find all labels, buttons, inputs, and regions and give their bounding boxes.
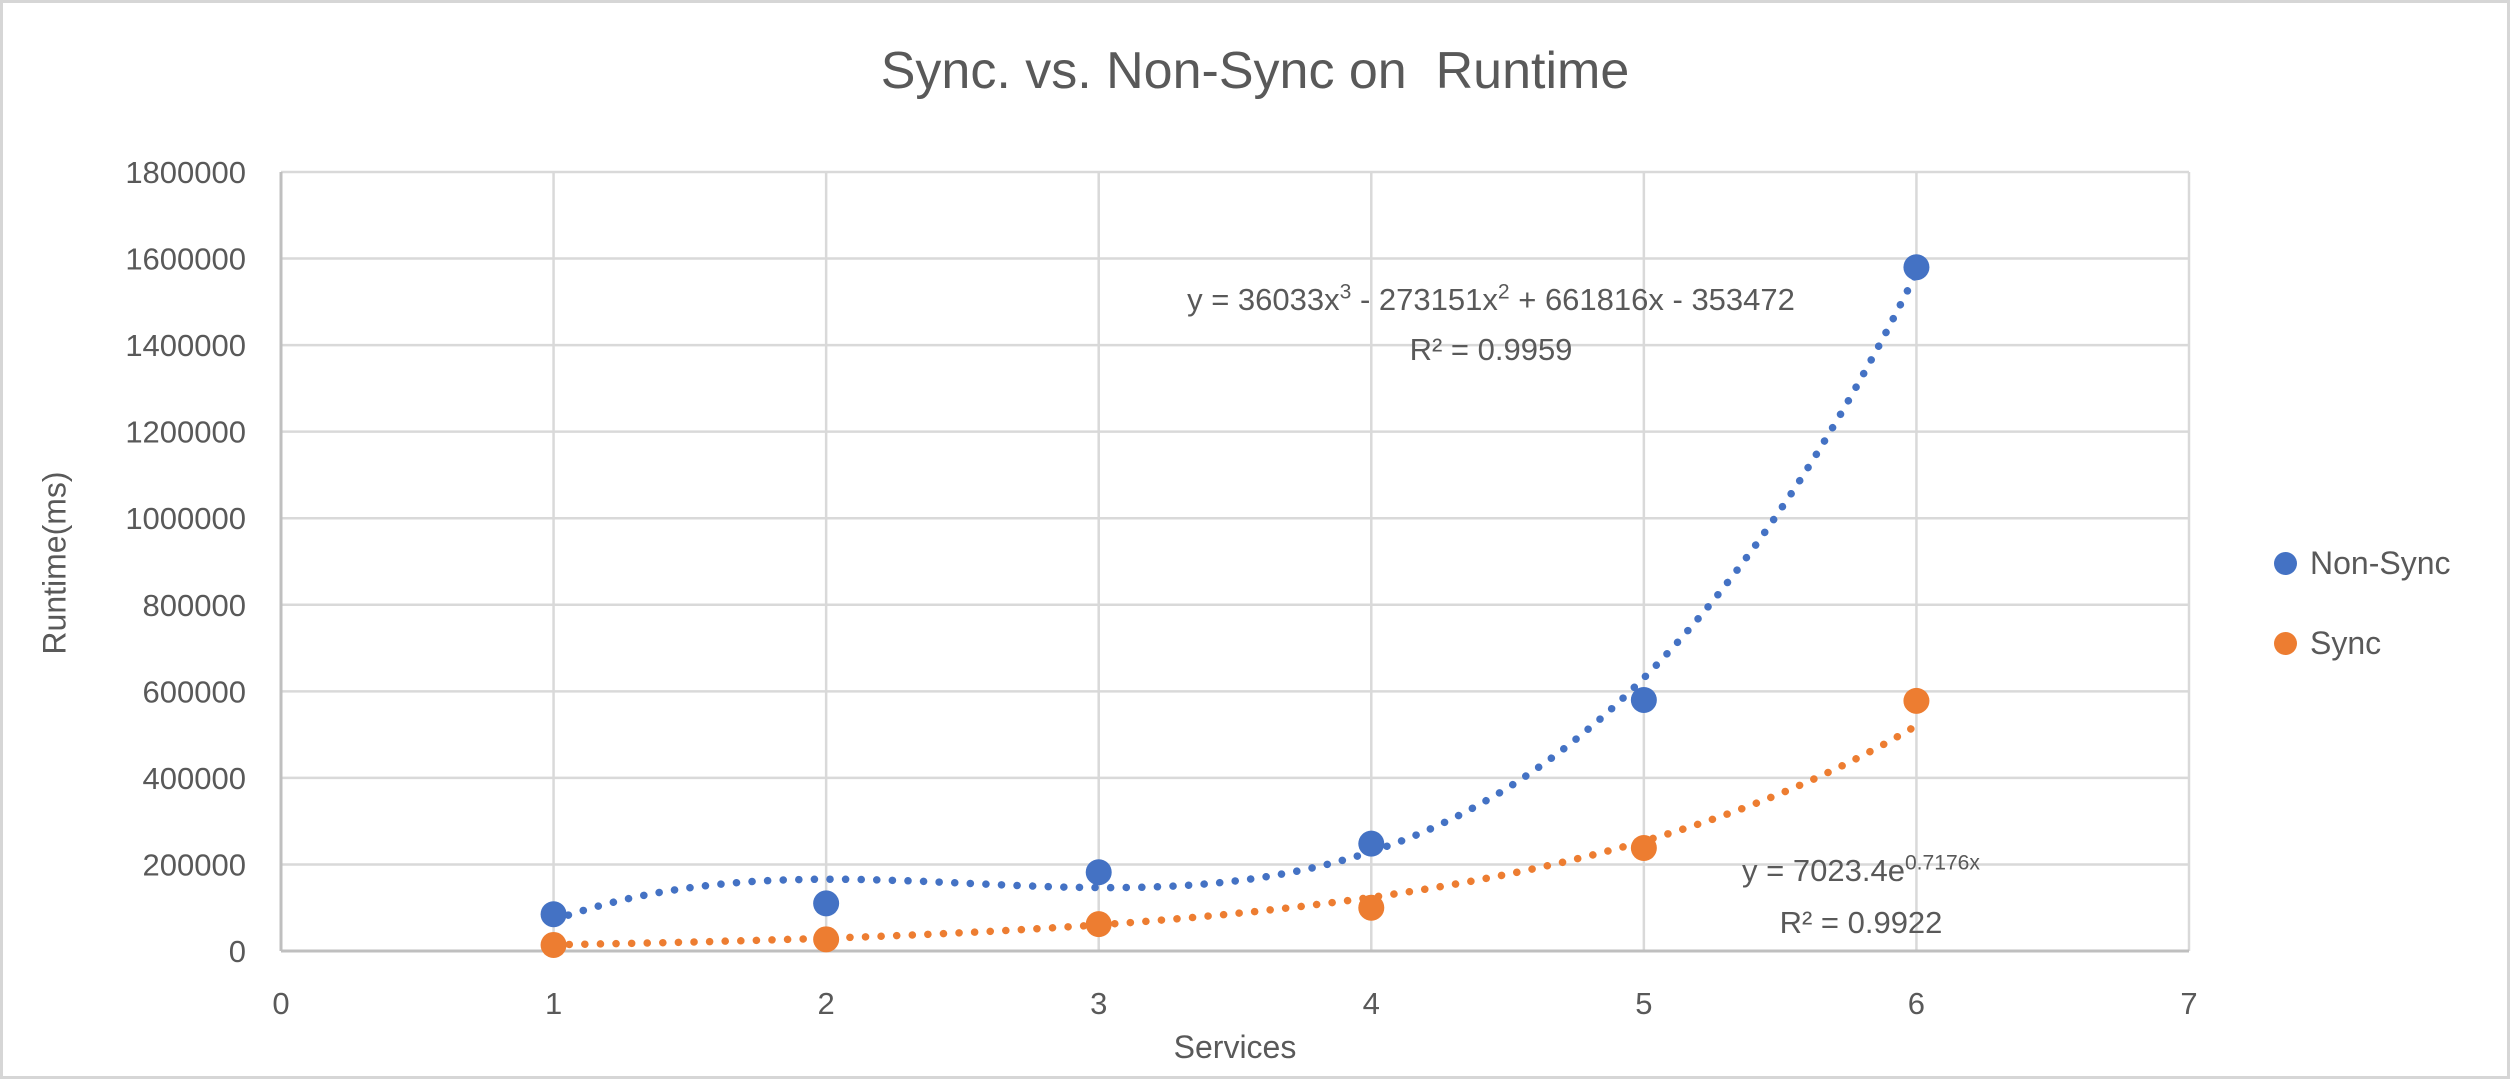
x-tick-label: 1 xyxy=(545,986,562,1021)
legend: Non-Sync Sync xyxy=(2274,523,2451,683)
nonsync-legend-marker-icon xyxy=(2274,551,2297,575)
y-tick-label: 1400000 xyxy=(125,328,246,363)
y-tick-label: 200000 xyxy=(143,847,246,882)
nonsync-data-point xyxy=(540,901,567,928)
nonsync-data-point xyxy=(1085,859,1112,886)
x-tick-label: 0 xyxy=(272,986,289,1021)
nonsync-equation: y = 36033x3 - 273151x2 + 661816x - 35347… xyxy=(1187,280,1795,317)
y-tick-label: 800000 xyxy=(143,588,246,623)
sync-trendline xyxy=(549,721,1921,949)
x-tick-label: 6 xyxy=(1908,986,1925,1021)
sync-equation: y = 7023.4e0.7176x xyxy=(1742,851,1980,888)
nonsync-data-point xyxy=(1903,254,1930,281)
y-tick-label: 400000 xyxy=(143,761,246,796)
nonsync-legend-label: Non-Sync xyxy=(2310,544,2451,581)
sync-r-squared: R² = 0.9922 xyxy=(1779,905,1943,940)
sync-data-point xyxy=(540,931,567,958)
x-tick-label: 7 xyxy=(2180,986,2197,1021)
nonsync-data-point xyxy=(813,890,840,917)
y-tick-label: 0 xyxy=(229,934,246,969)
y-tick-label: 1200000 xyxy=(125,415,246,450)
legend-item-nonsync: Non-Sync xyxy=(2274,523,2451,603)
x-axis-title: Services xyxy=(1173,1029,1297,1065)
x-tick-label: 2 xyxy=(818,986,835,1021)
y-axis-title: Runtime(ms) xyxy=(36,471,73,655)
x-tick-label: 5 xyxy=(1635,986,1652,1021)
nonsync-trendline xyxy=(549,269,1921,924)
nonsync-data-point xyxy=(1358,830,1385,857)
chart-title: Sync. vs. Non-Sync on Runtime xyxy=(880,42,1630,100)
nonsync-r-squared: R² = 0.9959 xyxy=(1409,332,1573,367)
y-tick-label: 1600000 xyxy=(125,242,246,277)
sync-legend-marker-icon xyxy=(2274,631,2297,655)
sync-data-point xyxy=(1358,894,1385,921)
sync-legend-label: Sync xyxy=(2310,624,2382,661)
nonsync-data-point xyxy=(1630,686,1657,713)
sync-data-point xyxy=(813,926,840,953)
nonsync-trendline-label: y = 36033x3 - 273151x2 + 661816x - 35347… xyxy=(1187,275,1795,375)
x-tick-label: 3 xyxy=(1090,986,1107,1021)
y-tick-label: 600000 xyxy=(143,674,246,709)
y-tick-label: 1000000 xyxy=(125,501,246,536)
sync-trendline-label: y = 7023.4e0.7176x R² = 0.9922 xyxy=(1742,845,1980,949)
plot-area: 0 200000 400000 600000 800000 1000000 1200000 1… xyxy=(125,155,2197,1021)
sync-data-point xyxy=(1085,911,1112,938)
legend-item-sync: Sync xyxy=(2274,603,2451,683)
sync-data-point xyxy=(1903,687,1930,714)
x-tick-label: 4 xyxy=(1363,986,1380,1021)
sync-data-point xyxy=(1630,834,1657,861)
y-tick-label: 1800000 xyxy=(125,155,246,190)
